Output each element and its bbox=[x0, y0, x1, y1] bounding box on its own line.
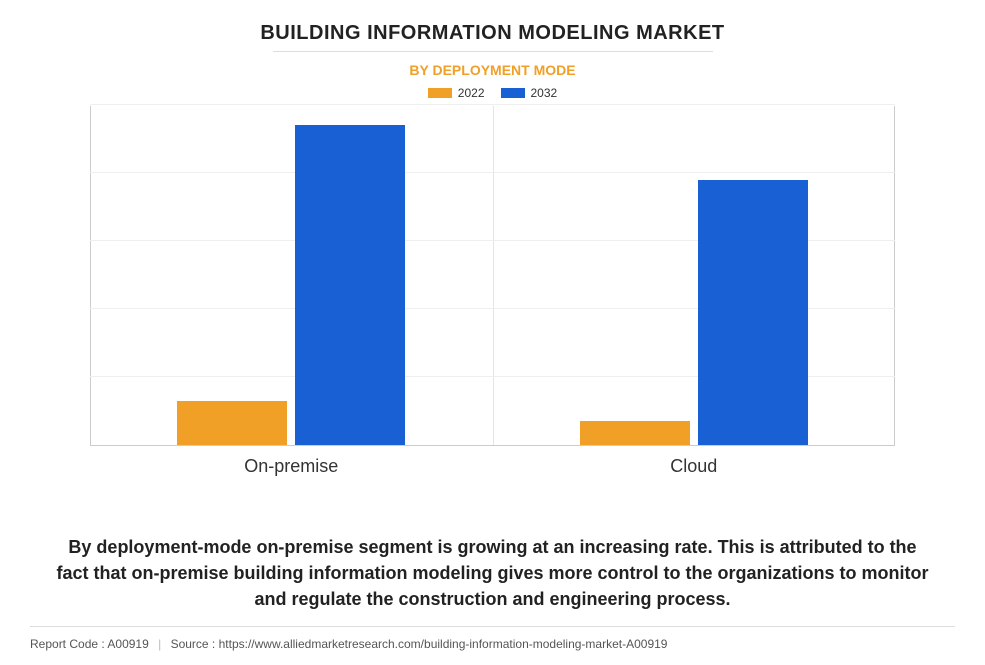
x-label-on-premise: On-premise bbox=[90, 456, 493, 477]
plot-area bbox=[90, 106, 895, 446]
report-code-label: Report Code : bbox=[30, 637, 107, 651]
chart-area: On-premise Cloud bbox=[30, 106, 955, 514]
source-label: Source : bbox=[171, 637, 219, 651]
x-label-cloud: Cloud bbox=[493, 456, 896, 477]
legend-swatch-2022 bbox=[428, 88, 452, 98]
chart-description: By deployment-mode on-premise segment is… bbox=[56, 534, 929, 612]
bar-cloud-2022 bbox=[580, 421, 690, 445]
bar-on-premise-2032 bbox=[295, 125, 405, 445]
bar-on-premise-2022 bbox=[177, 401, 287, 445]
legend-label-2032: 2032 bbox=[531, 86, 558, 100]
legend: 2022 2032 bbox=[30, 86, 955, 100]
source-url: https://www.alliedmarketresearch.com/bui… bbox=[219, 637, 668, 651]
x-axis: On-premise Cloud bbox=[90, 446, 895, 477]
footer: Report Code : A00919 | Source : https://… bbox=[30, 626, 955, 651]
bar-group-cloud bbox=[493, 180, 896, 445]
chart-title: BUILDING INFORMATION MODELING MARKET bbox=[30, 22, 955, 45]
bar-group-on-premise bbox=[90, 125, 493, 445]
legend-swatch-2032 bbox=[501, 88, 525, 98]
footer-sep: | bbox=[158, 637, 161, 651]
report-code-value: A00919 bbox=[107, 637, 148, 651]
bar-cloud-2032 bbox=[698, 180, 808, 445]
title-rule bbox=[273, 51, 713, 52]
legend-item-2032: 2032 bbox=[501, 86, 558, 100]
gridline bbox=[90, 104, 895, 105]
legend-item-2022: 2022 bbox=[428, 86, 485, 100]
chart-subtitle: BY DEPLOYMENT MODE bbox=[30, 62, 955, 78]
legend-label-2022: 2022 bbox=[458, 86, 485, 100]
